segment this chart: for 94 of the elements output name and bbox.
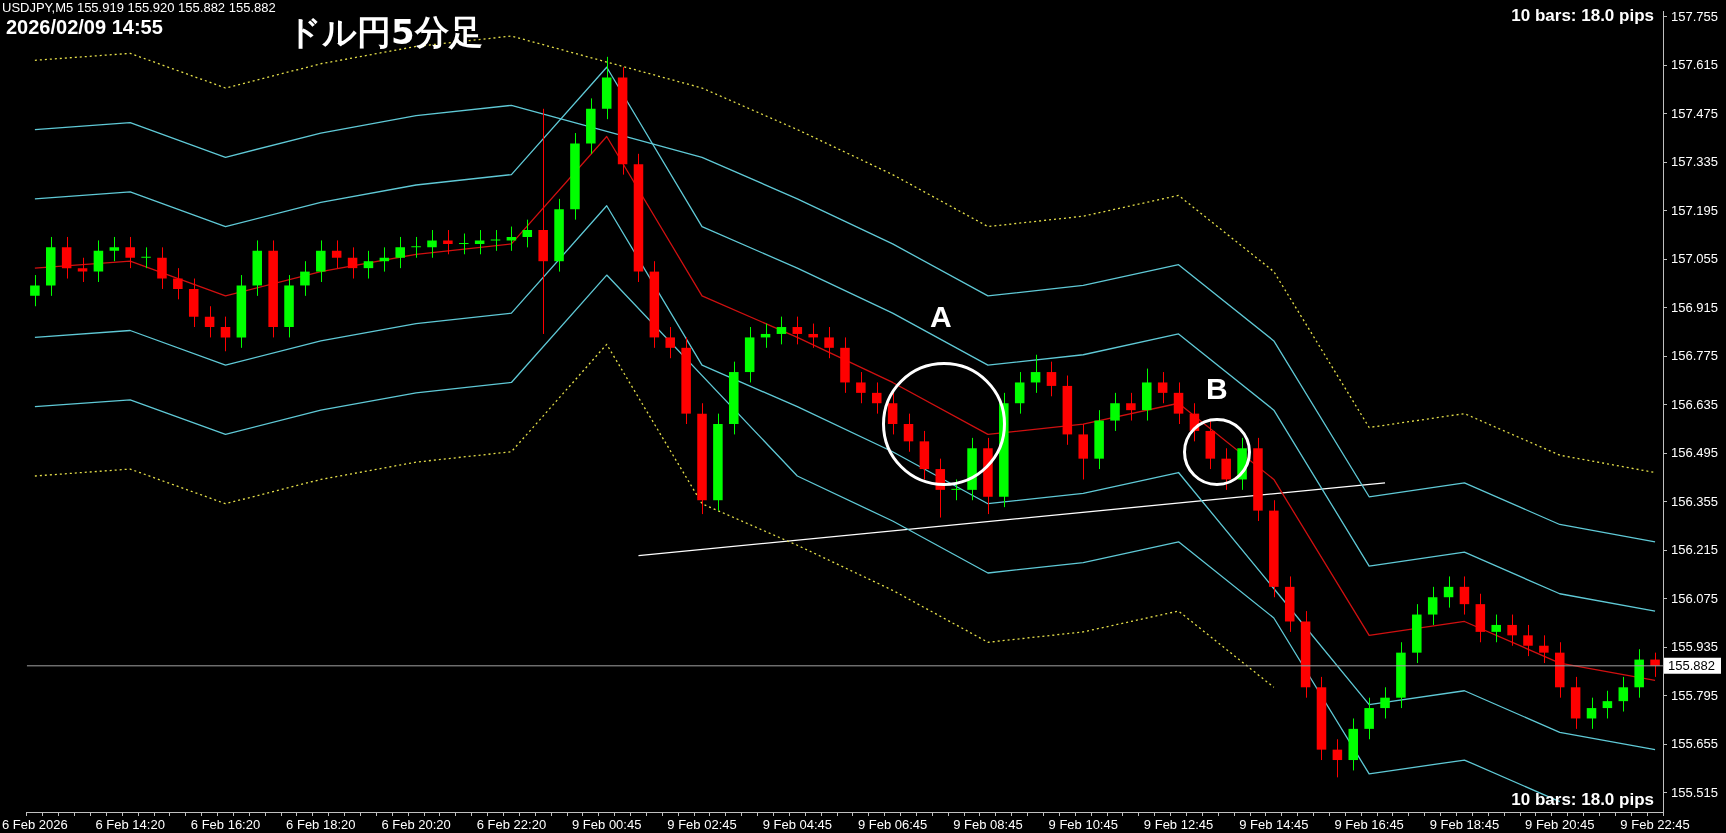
candlestick <box>570 132 580 221</box>
candlestick <box>1110 392 1120 432</box>
candlestick <box>1491 614 1501 643</box>
x-tick-label: 9 Feb 02:45 <box>667 817 737 833</box>
candlestick <box>411 236 421 259</box>
x-tick-label: 9 Feb 04:45 <box>762 817 833 833</box>
candlestick <box>474 229 485 255</box>
candlestick <box>157 246 167 290</box>
x-tick-label: 9 Feb 18:45 <box>1429 817 1500 833</box>
candlestick <box>316 239 326 283</box>
y-tick-label: 156.915 <box>1671 299 1718 315</box>
candlestick <box>729 361 739 435</box>
y-tick-label: 157.335 <box>1671 154 1718 170</box>
candlestick <box>951 478 961 501</box>
y-tick-label: 156.635 <box>1671 396 1718 412</box>
annotation: 10 bars: 18.0 pips <box>1511 790 1654 810</box>
chart-title: ドル円5分足 <box>287 11 483 54</box>
x-tick-label: 9 Feb 08:45 <box>953 817 1023 833</box>
candlestick <box>1078 423 1088 480</box>
candlestick <box>1142 368 1152 422</box>
candlestick <box>713 413 723 512</box>
annotation: 10 bars: 18.0 pips <box>1511 6 1654 26</box>
candlestick <box>443 229 453 255</box>
y-tick-label: 157.615 <box>1671 57 1718 73</box>
candlestick <box>586 97 596 155</box>
x-tick-label: 9 Feb 06:45 <box>857 817 928 833</box>
y-tick-label: 156.215 <box>1671 542 1718 558</box>
candlestick <box>538 108 548 335</box>
y-tick-label: 156.075 <box>1671 590 1718 606</box>
candlestick <box>458 233 469 255</box>
y-tick-label: 157.755 <box>1671 8 1718 24</box>
x-tick-label: 6 Feb 22:20 <box>476 817 547 833</box>
candlestick <box>1539 634 1549 664</box>
line-series <box>34 343 1275 688</box>
candlestick <box>1380 686 1390 719</box>
candlestick <box>1253 437 1263 522</box>
candlestick <box>284 274 294 338</box>
candlestick <box>30 274 40 307</box>
candlestick <box>173 267 183 300</box>
x-tick-label: 6 Feb 18:20 <box>286 817 356 833</box>
candlestick <box>141 246 151 269</box>
y-tick-label: 155.515 <box>1671 784 1718 800</box>
candlestick <box>125 236 135 269</box>
x-tick-label: 9 Feb 00:45 <box>572 817 642 833</box>
annotation: 2026/02/09 14:55 <box>6 16 163 39</box>
candlestick <box>665 326 676 359</box>
candlestick <box>268 239 278 338</box>
x-tick-label: 9 Feb 10:45 <box>1048 817 1118 833</box>
candlestick <box>697 402 707 515</box>
candlestick <box>1348 717 1359 771</box>
candlestick <box>1396 641 1406 709</box>
x-tick-label: 9 Feb 16:45 <box>1334 817 1404 833</box>
x-tick-label: 9 Feb 22:45 <box>1620 817 1690 833</box>
annotation: USDJPY,M5 155.919 155.920 155.882 155.882 <box>2 0 276 15</box>
x-tick-label: 6 Feb 14:20 <box>95 817 165 833</box>
candlestick <box>1412 603 1422 664</box>
candlestick <box>840 336 850 394</box>
y-tick-label: 155.655 <box>1671 736 1718 752</box>
y-tick-label: 157.475 <box>1671 105 1718 121</box>
candlestick <box>427 229 437 259</box>
candlestick <box>109 236 120 262</box>
x-tick-label: 9 Feb 20:45 <box>1525 817 1595 833</box>
candlestick <box>1554 641 1565 699</box>
candlestick <box>1221 447 1231 491</box>
x-tick-label: 6 Feb 20:20 <box>381 817 451 833</box>
x-tick-label: 9 Feb 12:45 <box>1143 817 1214 833</box>
candlestick <box>1523 624 1533 657</box>
ref-line-label: 155.882 <box>1668 658 1715 674</box>
candlestick <box>1269 499 1279 598</box>
candlestick <box>395 236 405 269</box>
candlestick <box>1094 409 1104 470</box>
candlestick <box>1507 614 1517 647</box>
candlestick <box>824 326 834 359</box>
y-tick-label: 155.935 <box>1671 639 1718 655</box>
candlestick <box>554 198 564 273</box>
candlestick <box>77 257 88 283</box>
candlestick <box>871 381 882 415</box>
candlestick <box>252 239 263 297</box>
y-tick-label: 156.495 <box>1671 445 1718 461</box>
x-tick-label: 6 Feb 16:20 <box>190 817 261 833</box>
y-tick-label: 156.355 <box>1671 493 1718 509</box>
annotation: B <box>1206 372 1228 406</box>
y-tick-label: 156.775 <box>1671 348 1718 364</box>
x-tick-label: 9 Feb 14:45 <box>1239 817 1309 833</box>
candlestick <box>1126 392 1136 422</box>
annotation: A <box>930 300 952 334</box>
candlestick <box>681 336 691 425</box>
candlestick <box>856 371 866 404</box>
y-tick-label: 157.055 <box>1671 251 1718 267</box>
y-tick-label: 157.195 <box>1671 202 1718 218</box>
y-tick-label: 155.795 <box>1671 687 1718 703</box>
candlestick <box>46 236 56 297</box>
candlestick <box>1364 697 1374 740</box>
x-tick-label: 6 Feb 2026 <box>2 817 68 833</box>
